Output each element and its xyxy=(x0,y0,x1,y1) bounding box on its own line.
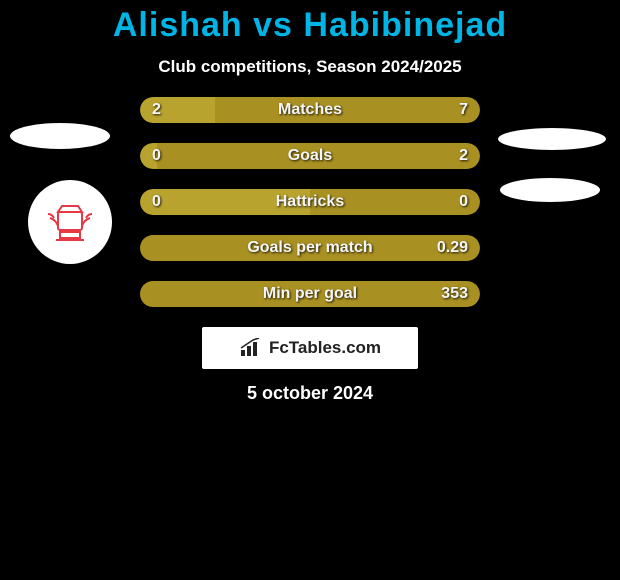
decor-ellipse xyxy=(500,178,600,202)
stat-label: Goals xyxy=(140,143,480,169)
stat-bar: 00Hattricks xyxy=(140,189,480,215)
attribution-text: FcTables.com xyxy=(269,338,381,358)
club-crest-badge xyxy=(28,180,112,264)
title-player2: Habibinejad xyxy=(303,6,507,44)
stat-label: Goals per match xyxy=(140,235,480,261)
stat-bar: 353Min per goal xyxy=(140,281,480,307)
stat-label: Matches xyxy=(140,97,480,123)
decor-ellipse xyxy=(10,123,110,149)
stat-bar: 0.29Goals per match xyxy=(140,235,480,261)
stat-label: Hattricks xyxy=(140,189,480,215)
attribution-badge: FcTables.com xyxy=(202,327,418,369)
title-vs: vs xyxy=(253,6,293,44)
subtitle: Club competitions, Season 2024/2025 xyxy=(0,57,620,77)
title-player1: Alishah xyxy=(113,6,243,44)
snapshot-date: 5 october 2024 xyxy=(0,383,620,404)
bar-chart-icon xyxy=(239,338,263,358)
comparison-bars: 27Matches 02Goals 00Hattricks 0.29Goals per… xyxy=(140,97,480,307)
stat-bar: 27Matches xyxy=(140,97,480,123)
stat-bar: 02Goals xyxy=(140,143,480,169)
stat-label: Min per goal xyxy=(140,281,480,307)
comparison-title: Alishah vs Habibinejad xyxy=(0,0,620,45)
decor-ellipse xyxy=(498,128,606,150)
